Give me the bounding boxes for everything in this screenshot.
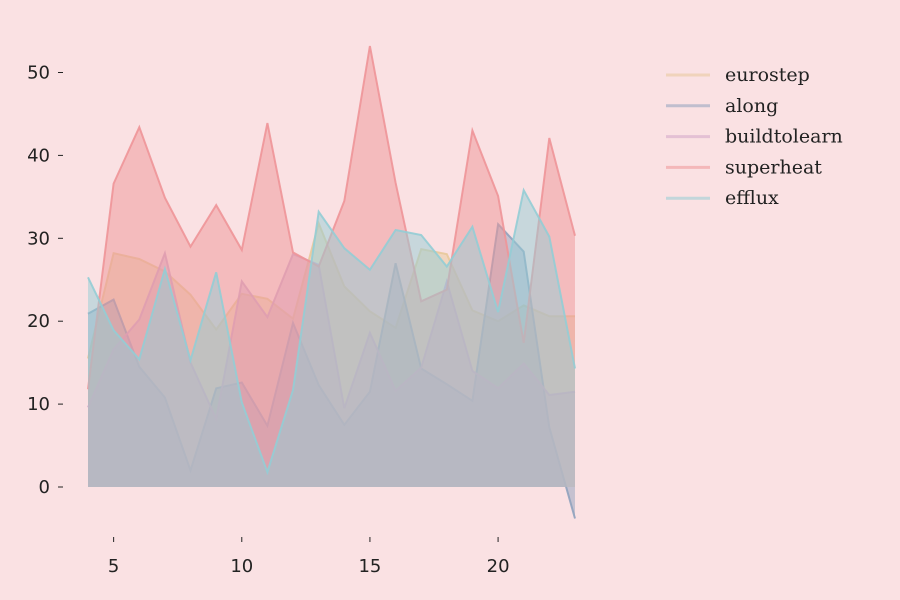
legend-label: along — [725, 95, 778, 117]
series-areas — [87, 45, 576, 519]
legend-item-superheat: superheat — [666, 156, 822, 178]
x-tick-label: 10 — [230, 556, 253, 577]
y-axis: 0 10 20 30 40 50 — [27, 63, 63, 498]
legend-label: buildtolearn — [725, 126, 843, 148]
y-tick-label: 30 — [27, 228, 50, 249]
x-tick-label: 15 — [358, 556, 381, 577]
y-tick-label: 10 — [27, 394, 50, 415]
y-tick-label: 0 — [39, 477, 50, 498]
series-line-efflux — [87, 187, 576, 476]
legend-item-efflux: efflux — [666, 187, 779, 209]
x-axis: 5 10 15 20 — [108, 537, 510, 577]
series-area-efflux — [88, 190, 575, 487]
legend-item-eurostep: eurostep — [666, 64, 810, 86]
y-tick-label: 20 — [27, 311, 50, 332]
legend-label: eurostep — [725, 64, 810, 86]
x-tick-label: 20 — [487, 556, 510, 577]
legend-label: efflux — [725, 187, 779, 209]
legend-item-buildtolearn: buildtolearn — [666, 126, 843, 148]
legend: eurostep along buildtolearn superheat efflux — [666, 64, 843, 209]
y-tick-label: 40 — [27, 145, 50, 166]
legend-label: superheat — [725, 156, 822, 178]
y-tick-label: 50 — [27, 63, 50, 84]
legend-item-along: along — [666, 95, 778, 117]
x-tick-label: 5 — [108, 556, 119, 577]
